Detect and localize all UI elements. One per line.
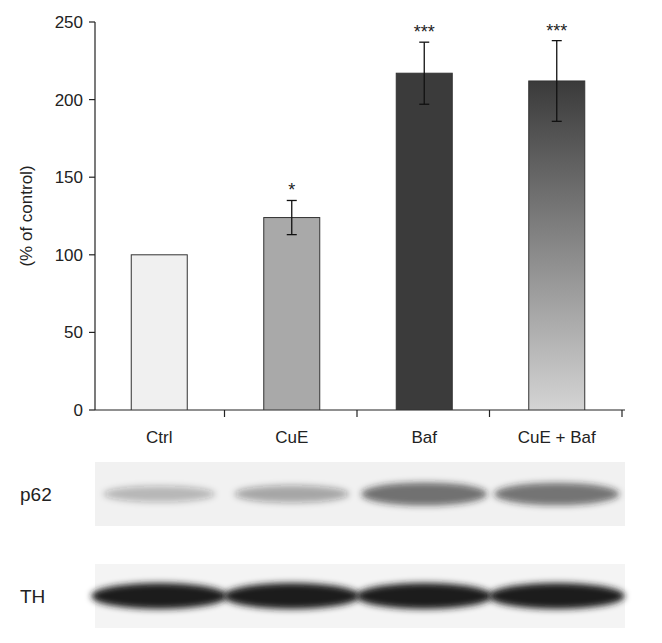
error-cap [552, 121, 562, 122]
error-cap [287, 234, 297, 235]
significance: *** [414, 22, 435, 42]
error-cap [419, 104, 429, 105]
x-tick-label: Ctrl [146, 428, 172, 447]
y-tick-label: 150 [55, 168, 83, 187]
x-tick-label: Baf [411, 428, 437, 447]
blot-band [91, 583, 227, 609]
chart: 0 50 100 150 200 250 (% of control) Ctrl CuE Baf C… [0, 0, 662, 643]
error-line [424, 42, 425, 104]
y-tick-label: 200 [55, 91, 83, 110]
blot-label: TH [20, 586, 45, 607]
blot-strip [91, 564, 625, 628]
significance: * [288, 180, 295, 200]
y-tick [89, 254, 95, 255]
y-tick-label: 50 [64, 323, 83, 342]
y-tick-label: 0 [74, 401, 83, 420]
blot-strip [95, 462, 625, 526]
y-tick [89, 99, 95, 100]
y-tick [89, 21, 95, 22]
error-line [556, 41, 557, 122]
x-tick [356, 410, 357, 417]
y-tick [89, 409, 95, 410]
x-tick [621, 410, 622, 417]
x-tick-label: CuE [275, 428, 308, 447]
blot-band [356, 583, 492, 609]
blot-band [224, 583, 360, 609]
blot-band [103, 486, 215, 502]
x-tick [489, 410, 490, 417]
x-tick [224, 410, 225, 417]
y-tick-label: 100 [55, 246, 83, 265]
bar [264, 218, 320, 410]
y-axis-label: (% of control) [17, 165, 36, 266]
blot-background [95, 462, 625, 526]
y-tick-label: 250 [55, 13, 83, 32]
error-bar [287, 200, 297, 234]
y-axis [94, 22, 95, 410]
significance: *** [546, 21, 567, 41]
blot-band [234, 485, 349, 502]
bar [131, 255, 187, 410]
bars [131, 41, 585, 410]
bar [396, 73, 452, 410]
y-tick [89, 177, 95, 178]
error-line [291, 200, 292, 234]
blot-band [361, 482, 487, 505]
x-tick-label: CuE + Baf [518, 428, 596, 447]
blot-band [494, 483, 619, 506]
blot-label: p62 [20, 484, 52, 505]
error-bar [552, 41, 562, 122]
bar [529, 81, 585, 410]
blot-band [489, 583, 625, 609]
y-tick [89, 332, 95, 333]
figure: 0 50 100 150 200 250 (% of control) Ctrl CuE Baf C… [0, 0, 662, 643]
error-bar [419, 42, 429, 104]
